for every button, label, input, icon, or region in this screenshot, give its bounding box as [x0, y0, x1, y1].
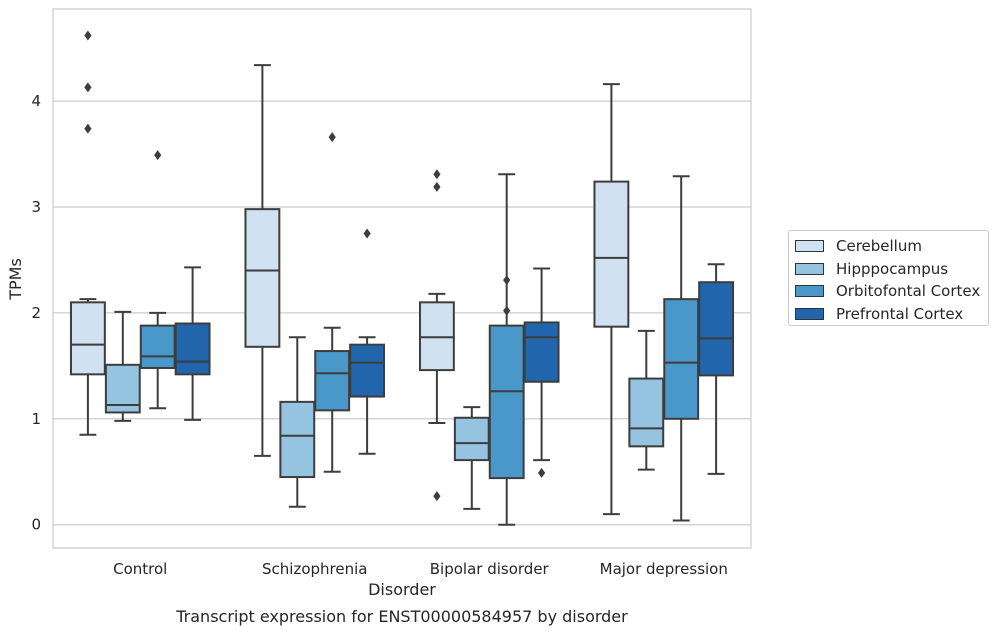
boxes — [69, 30, 735, 526]
box-2-1 — [453, 406, 490, 510]
box-iqr — [349, 343, 386, 398]
outlier-point — [84, 82, 92, 93]
outlier-point — [538, 467, 546, 478]
outlier-point — [154, 150, 162, 161]
box-1-2 — [314, 132, 351, 473]
box-iqr — [523, 321, 560, 383]
x-tick-labels: Control Schizophrenia Bipolar disorder Majo… — [113, 560, 728, 578]
box-iqr — [628, 377, 665, 448]
box-0-3 — [174, 266, 211, 421]
x-tick-label: Major depression — [600, 560, 728, 578]
y-tick-label: 4 — [31, 92, 41, 110]
legend-swatch — [795, 240, 824, 253]
box-0-1 — [104, 310, 141, 422]
box-3-0 — [593, 83, 630, 516]
outlier-point — [433, 491, 441, 502]
legend-item: Cerebellum — [793, 235, 988, 258]
legend-label: Hipppocampus — [836, 259, 949, 278]
y-tick-labels: 0 1 2 3 4 — [31, 92, 41, 534]
legend-swatch — [795, 285, 824, 298]
plot-area-frame — [52, 8, 752, 549]
box-1-0 — [244, 64, 281, 457]
outlier-point — [433, 181, 441, 192]
y-tick-label: 3 — [31, 198, 41, 216]
box-0-0 — [69, 30, 106, 436]
outlier-point — [363, 228, 371, 239]
y-tick-label: 2 — [31, 304, 41, 322]
x-tick-label: Control — [113, 560, 167, 578]
box-iqr — [453, 416, 490, 462]
y-axis-title: TPMs — [6, 258, 25, 301]
box-0-2 — [139, 150, 176, 410]
legend-item: Orbitofontal Cortex — [793, 280, 988, 303]
x-tick-label: Schizophrenia — [262, 560, 367, 578]
box-iqr — [663, 298, 700, 420]
outlier-point — [503, 275, 511, 286]
legend-label: Cerebellum — [836, 237, 922, 256]
y-tick-label: 1 — [31, 410, 41, 428]
box-iqr — [698, 281, 735, 377]
outlier-point — [433, 169, 441, 180]
y-tick-label: 0 — [31, 516, 41, 534]
box-2-3 — [523, 267, 560, 478]
legend: Cerebellum Hipppocampus Orbitofontal Corte… — [788, 230, 989, 326]
legend-swatch — [795, 262, 824, 275]
legend-item: Prefrontal Cortex — [793, 303, 988, 326]
x-tick-label: Bipolar disorder — [430, 560, 550, 578]
legend-item: Hipppocampus — [793, 258, 988, 281]
box-iqr — [244, 208, 281, 348]
box-iqr — [279, 400, 316, 479]
outlier-point — [328, 132, 336, 143]
box-1-1 — [279, 336, 316, 508]
outlier-point — [84, 30, 92, 41]
box-iqr — [69, 301, 106, 376]
box-3-3 — [698, 263, 735, 475]
box-iqr — [488, 324, 525, 480]
box-3-1 — [628, 329, 665, 471]
box-iqr — [593, 180, 630, 328]
box-iqr — [418, 301, 455, 372]
box-iqr — [314, 350, 351, 412]
box-2-0 — [418, 169, 455, 502]
box-iqr — [174, 322, 211, 376]
legend-label: Prefrontal Cortex — [836, 305, 964, 324]
legend-label: Orbitofontal Cortex — [836, 282, 981, 301]
outlier-point — [503, 305, 511, 316]
box-3-2 — [663, 175, 700, 522]
x-axis-title: Disorder — [368, 580, 436, 599]
box-iqr — [139, 324, 176, 369]
chart-caption: Transcript expression for ENST0000058495… — [175, 607, 628, 626]
outlier-point — [84, 123, 92, 134]
legend-swatch — [795, 308, 824, 321]
box-2-2 — [488, 173, 525, 526]
box-1-3 — [349, 228, 386, 455]
